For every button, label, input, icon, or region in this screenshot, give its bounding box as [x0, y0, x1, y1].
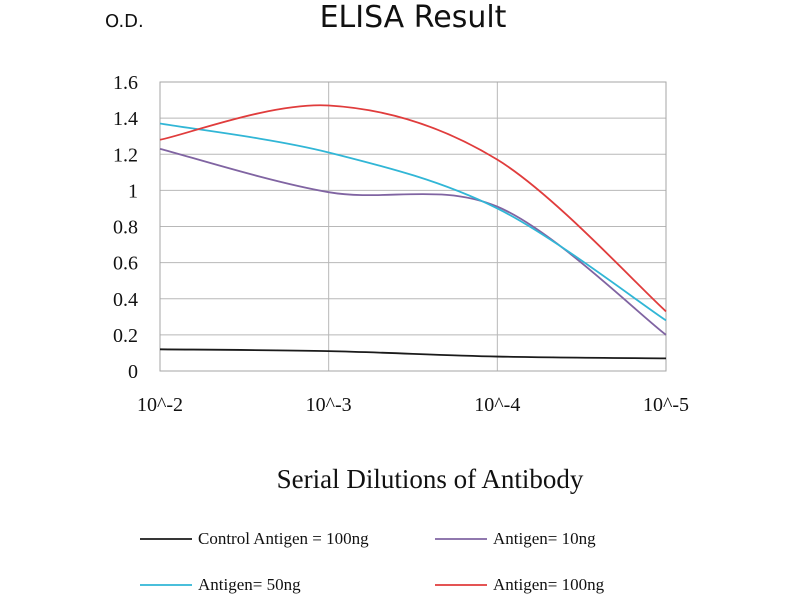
y-tick-label: 0.4 [113, 289, 138, 311]
series-line-2 [159, 122, 667, 322]
y-tick-label: 0.6 [113, 253, 138, 275]
y-tick-label: 1.4 [113, 108, 138, 130]
x-tick-label: 10^-2 [137, 394, 183, 416]
x-axis-label: Serial Dilutions of Antibody [277, 464, 584, 494]
legend-label: Antigen= 10ng [493, 529, 596, 548]
x-tick-label: 10^-4 [474, 394, 520, 416]
chart-title: ELISA Result [320, 0, 507, 35]
series-line-1 [159, 147, 667, 336]
legend-label: Antigen= 100ng [493, 575, 605, 594]
legend-label: Antigen= 50ng [198, 575, 301, 594]
x-tick-label: 10^-5 [643, 394, 689, 416]
y-tick-labels: 0 0.2 0.4 0.6 0.8 1 1.2 1.4 1.6 [113, 72, 138, 383]
plot-frame [159, 81, 667, 372]
grid [159, 81, 667, 372]
series-line-0 [159, 348, 667, 360]
y-tick-label: 0 [128, 361, 138, 383]
x-tick-label: 10^-3 [306, 394, 352, 416]
y-tick-label: 1 [128, 180, 138, 202]
series-line-3 [159, 104, 667, 313]
y-tick-label: 1.6 [113, 72, 138, 94]
y-tick-label: 1.2 [113, 144, 138, 166]
y-tick-label: 0.8 [113, 217, 138, 239]
x-tick-labels: 10^-2 10^-3 10^-4 10^-5 [137, 394, 689, 416]
y-axis-label: O.D. [105, 11, 144, 32]
legend-label: Control Antigen = 100ng [198, 529, 369, 548]
series-lines [159, 104, 667, 360]
y-tick-label: 0.2 [113, 325, 138, 347]
legend: Control Antigen = 100ng Antigen= 10ng Anti… [140, 529, 605, 594]
